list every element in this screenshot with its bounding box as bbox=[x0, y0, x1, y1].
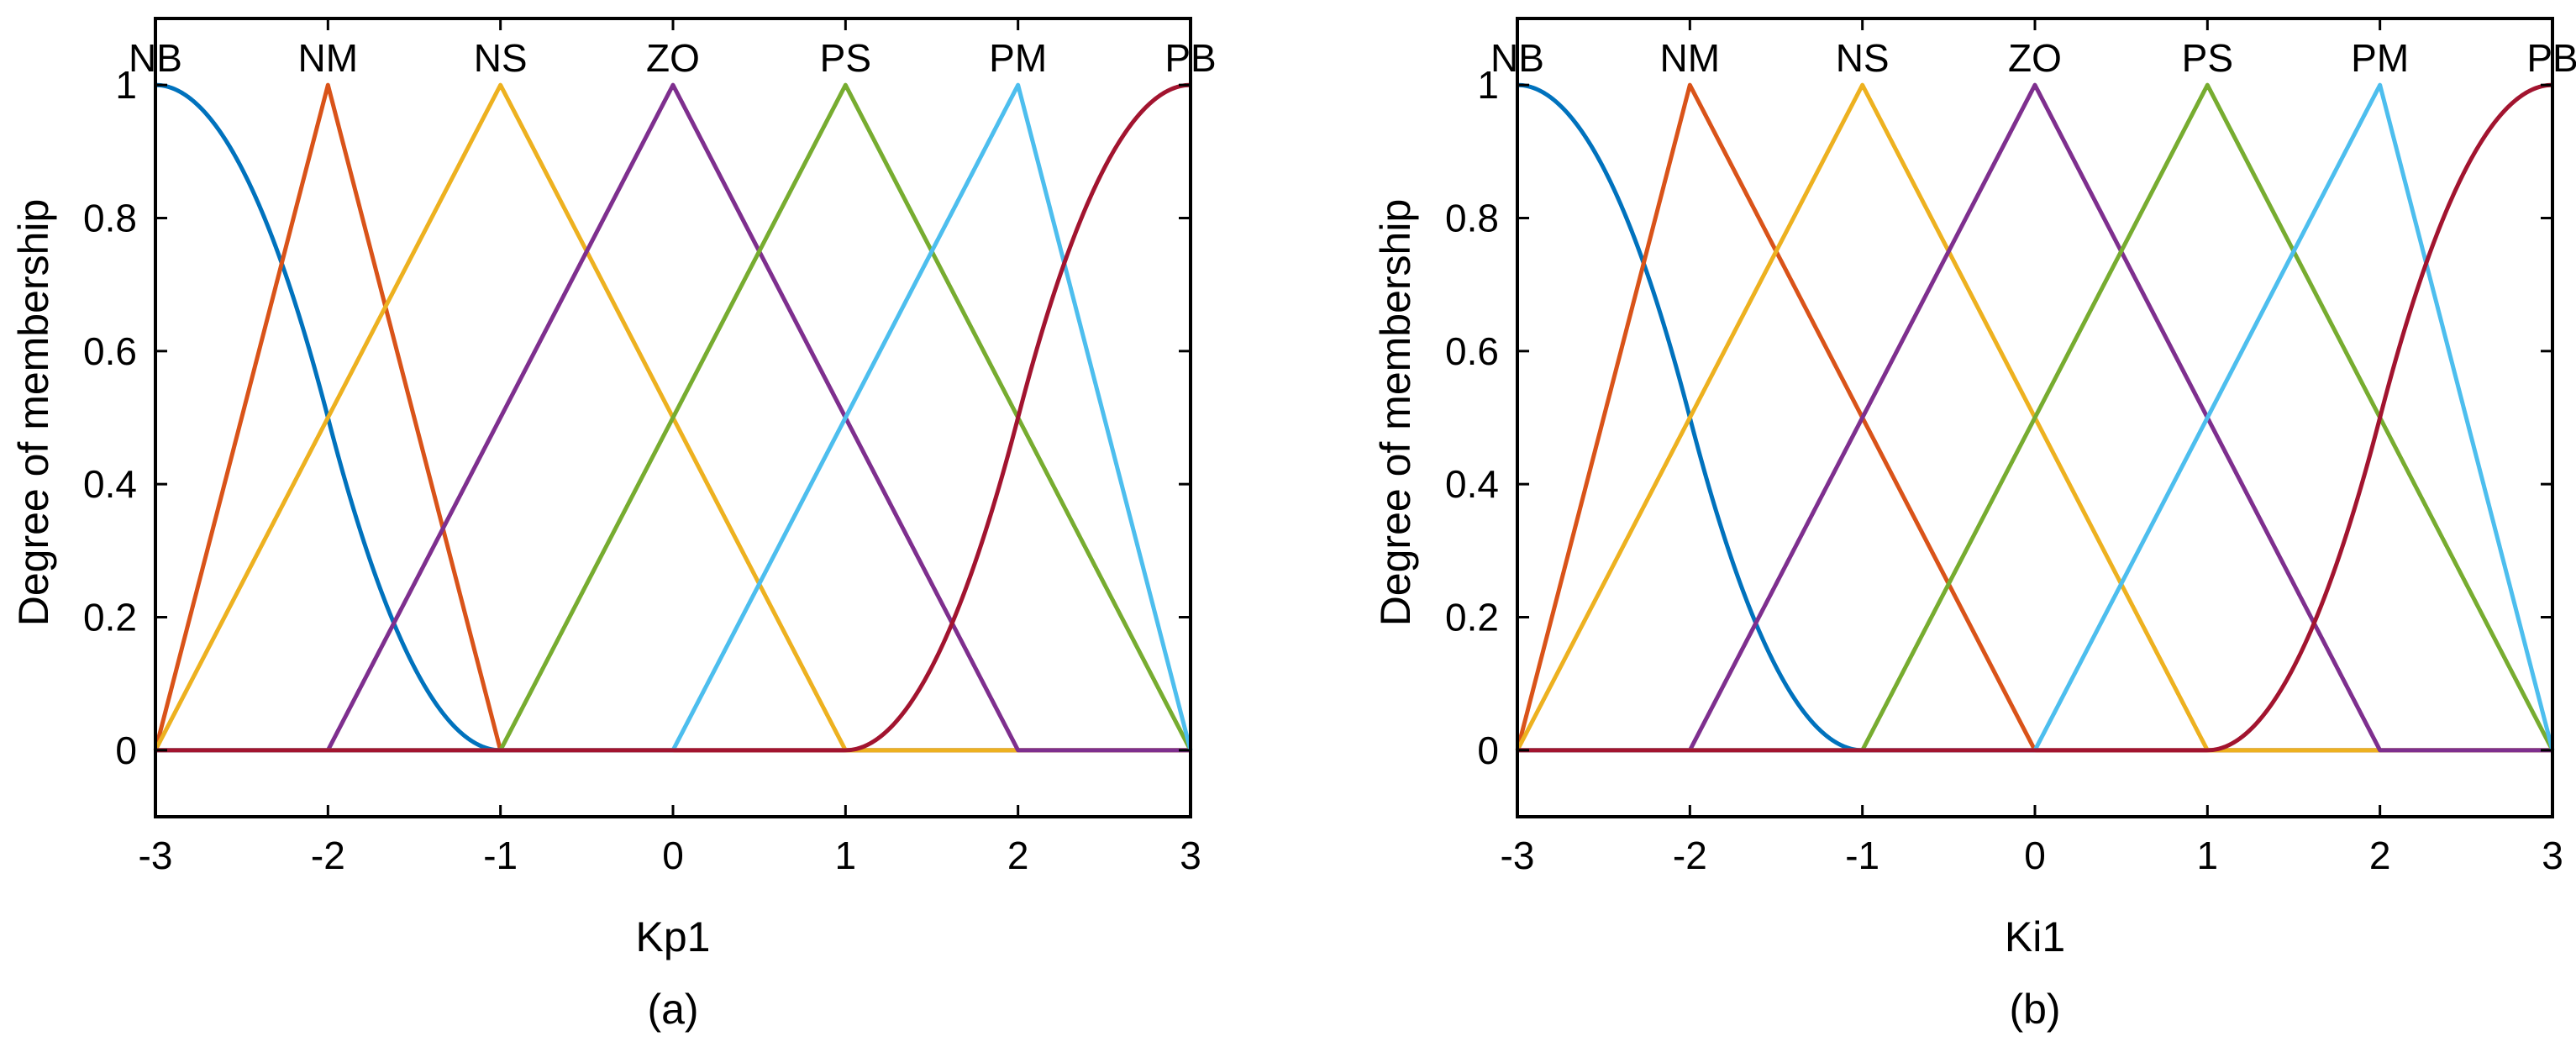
y-tick-label: 0.4 bbox=[83, 462, 137, 506]
chart-panel-2: NB NM NS ZO PS PM PB-3 -2 -1 0 1 2 300.20.40.60.81Ki… bbox=[1372, 17, 2576, 1033]
mf-label-zo: ZO bbox=[646, 36, 700, 80]
x-tick-label: 2 bbox=[1007, 834, 1029, 877]
y-tick-label: 0.2 bbox=[83, 596, 137, 639]
y-tick-label: 0.8 bbox=[1445, 197, 1499, 240]
x-tick-label: -3 bbox=[139, 834, 173, 877]
x-tick-label: 2 bbox=[2369, 834, 2391, 877]
x-tick-label: 0 bbox=[662, 834, 684, 877]
y-tick-label: 0.2 bbox=[1445, 596, 1499, 639]
y-tick-label: 0.4 bbox=[1445, 462, 1499, 506]
mf-label-pm: PM bbox=[989, 36, 1047, 80]
panel-caption: (b) bbox=[2009, 986, 2060, 1033]
mf-label-pm: PM bbox=[2351, 36, 2409, 80]
x-tick-label: 1 bbox=[835, 834, 857, 877]
y-tick-label: 0 bbox=[1477, 729, 1499, 772]
chart-panel-1: NB NM NS ZO PS PM PB-3 -2 -1 0 1 2 300.20.40.60.81Kp… bbox=[10, 17, 1217, 1033]
x-tick-label: -2 bbox=[1673, 834, 1707, 877]
y-tick-label: 0.8 bbox=[83, 197, 137, 240]
series-line-pb bbox=[1517, 82, 2553, 753]
x-tick-label: -1 bbox=[1845, 834, 1879, 877]
series-line-ps bbox=[155, 82, 1193, 753]
x-axis-title: Ki1 bbox=[2005, 913, 2065, 960]
y-tick-label: 0 bbox=[115, 729, 137, 772]
mf-label-ns: NS bbox=[1836, 36, 1890, 80]
x-tick-label: -1 bbox=[483, 834, 518, 877]
x-tick-label: 0 bbox=[2024, 834, 2046, 877]
y-tick-label: 1 bbox=[115, 63, 137, 107]
mf-label-zo: ZO bbox=[2008, 36, 2062, 80]
y-axis-title: Degree of membership bbox=[10, 199, 57, 627]
y-axis-title: Degree of membership bbox=[1372, 199, 1419, 627]
x-tick-label: 1 bbox=[2197, 834, 2219, 877]
mf-label-ps: PS bbox=[2182, 36, 2233, 80]
series-line-pb bbox=[155, 82, 1191, 753]
series-line-ps bbox=[1517, 82, 2555, 753]
x-tick-label: 3 bbox=[2542, 834, 2563, 877]
x-tick-label: -2 bbox=[311, 834, 345, 877]
y-tick-label: 0.6 bbox=[1445, 329, 1499, 373]
x-tick-label: -3 bbox=[1501, 834, 1535, 877]
y-tick-label: 1 bbox=[1477, 63, 1499, 107]
x-tick-label: 3 bbox=[1180, 834, 1201, 877]
mf-label-nm: NM bbox=[1660, 36, 1721, 80]
panel-caption: (a) bbox=[647, 986, 698, 1033]
mf-label-ns: NS bbox=[474, 36, 528, 80]
mf-label-ps: PS bbox=[820, 36, 871, 80]
y-tick-label: 0.6 bbox=[83, 329, 137, 373]
mf-label-nm: NM bbox=[298, 36, 359, 80]
x-axis-title: Kp1 bbox=[636, 913, 711, 960]
